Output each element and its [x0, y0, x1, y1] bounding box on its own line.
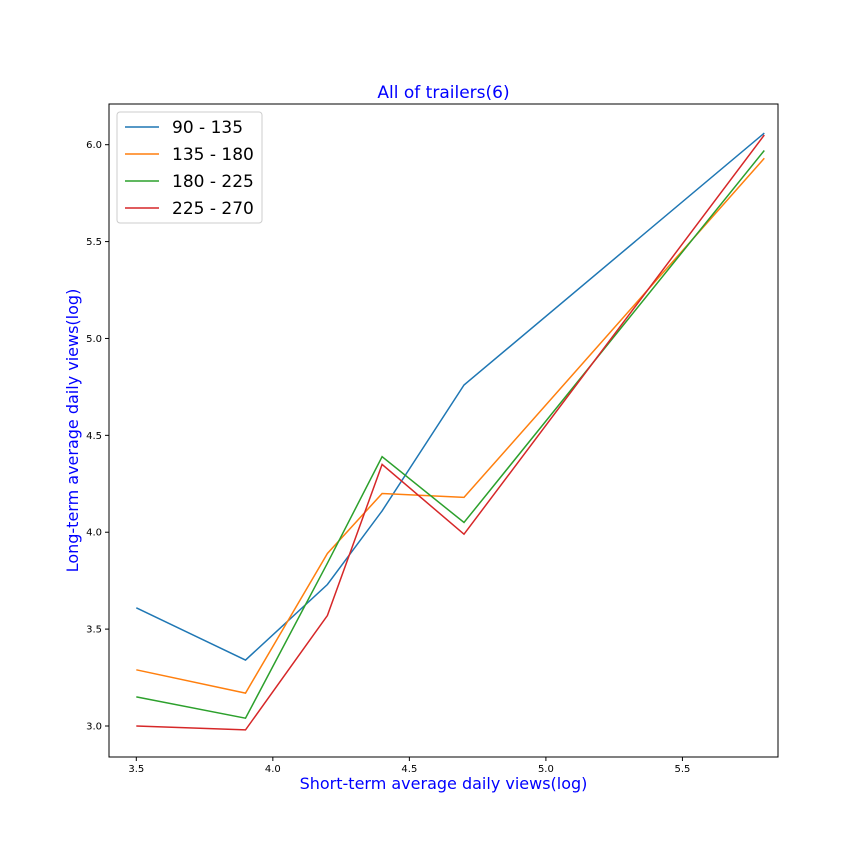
- legend: 90 - 135 135 - 180 180 - 225 225 - 270: [116, 111, 263, 224]
- y-tick-label: 4.0: [86, 528, 102, 539]
- plot-frame: [108, 103, 779, 758]
- legend-label-1: 90 - 135: [172, 118, 243, 138]
- x-tick-label: 5.0: [538, 764, 554, 775]
- legend-label-4: 225 - 270: [172, 199, 254, 219]
- chart-title: All of trailers(6): [377, 83, 509, 103]
- series-line-2: [136, 157, 765, 694]
- legend-label-2: 135 - 180: [172, 145, 254, 165]
- series-line-3: [136, 150, 765, 720]
- y-tick-label: 3.5: [86, 625, 102, 636]
- series-lines: [135, 132, 765, 731]
- x-axis-label: Short-term average daily views(log): [300, 774, 588, 793]
- legend-box: [116, 111, 263, 224]
- x-axis-ticks: 3.5 4.0 4.5 5.0 5.5: [128, 757, 690, 775]
- y-tick-label: 3.0: [86, 721, 102, 732]
- x-tick-label: 4.0: [265, 764, 281, 775]
- plot-area: [108, 103, 779, 758]
- x-tick-label: 4.5: [401, 764, 417, 775]
- y-tick-label: 5.0: [86, 334, 102, 345]
- legend-label-3: 180 - 225: [172, 172, 254, 192]
- series-line-1: [135, 132, 765, 661]
- x-tick-label: 5.5: [674, 764, 690, 775]
- x-tick-label: 3.5: [128, 764, 144, 775]
- y-axis-ticks: 3.0 3.5 4.0 4.5 5.0 5.5 6.0: [86, 140, 109, 732]
- y-axis-label: Long-term average daily views(log): [63, 289, 82, 573]
- y-tick-label: 4.5: [86, 431, 102, 442]
- y-tick-label: 6.0: [86, 140, 102, 151]
- y-tick-label: 5.5: [86, 237, 102, 248]
- series-line-4: [136, 134, 765, 731]
